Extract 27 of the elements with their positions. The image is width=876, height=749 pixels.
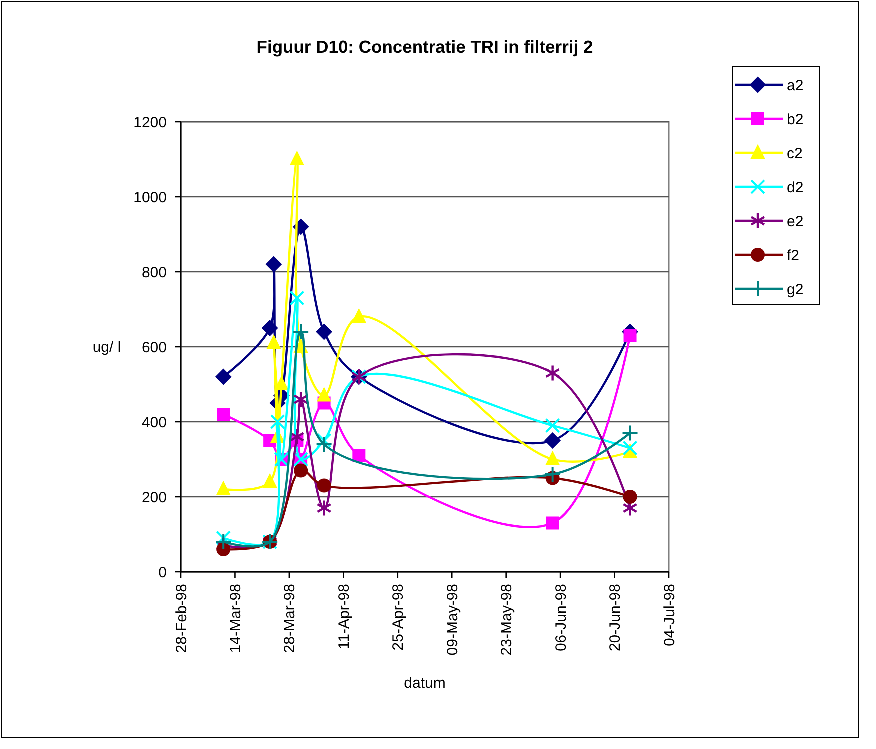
y-tick-label: 0 bbox=[158, 564, 167, 582]
x-tick-label: 23-May-98 bbox=[498, 584, 516, 656]
chart-title: Figuur D10: Concentratie TRI in filterrij 2 bbox=[256, 37, 594, 57]
x-tick-label: 09-May-98 bbox=[444, 584, 462, 656]
y-tick-label: 800 bbox=[142, 264, 167, 282]
x-axis-title: datum bbox=[404, 675, 446, 692]
legend-label: c2 bbox=[787, 145, 803, 162]
x-tick-label: 06-Jun-98 bbox=[552, 584, 570, 652]
x-tick-label: 28-Mar-98 bbox=[282, 584, 299, 654]
x-tick-label: 11-Apr-98 bbox=[336, 584, 353, 650]
legend-label: f2 bbox=[787, 247, 800, 264]
y-tick-label: 400 bbox=[142, 414, 167, 432]
legend-label: g2 bbox=[787, 281, 804, 298]
y-tick-label: 600 bbox=[142, 339, 167, 356]
y-tick-label: 200 bbox=[142, 489, 167, 506]
legend-label: d2 bbox=[787, 179, 804, 196]
legend-label: e2 bbox=[787, 213, 804, 230]
y-tick-label: 1000 bbox=[134, 189, 167, 206]
x-tick-label: 04-Jul-98 bbox=[661, 584, 678, 647]
legend-label: a2 bbox=[787, 77, 804, 94]
x-tick-label: 28-Feb-98 bbox=[173, 584, 190, 654]
x-tick-label: 25-Apr-98 bbox=[390, 584, 408, 651]
y-tick-label: 1200 bbox=[134, 114, 167, 132]
y-axis-title: ug/ l bbox=[92, 339, 122, 356]
x-tick-label: 20-Jun-98 bbox=[607, 584, 624, 652]
x-tick-label: 14-Mar-98 bbox=[227, 584, 244, 654]
legend-label: b2 bbox=[787, 111, 804, 128]
